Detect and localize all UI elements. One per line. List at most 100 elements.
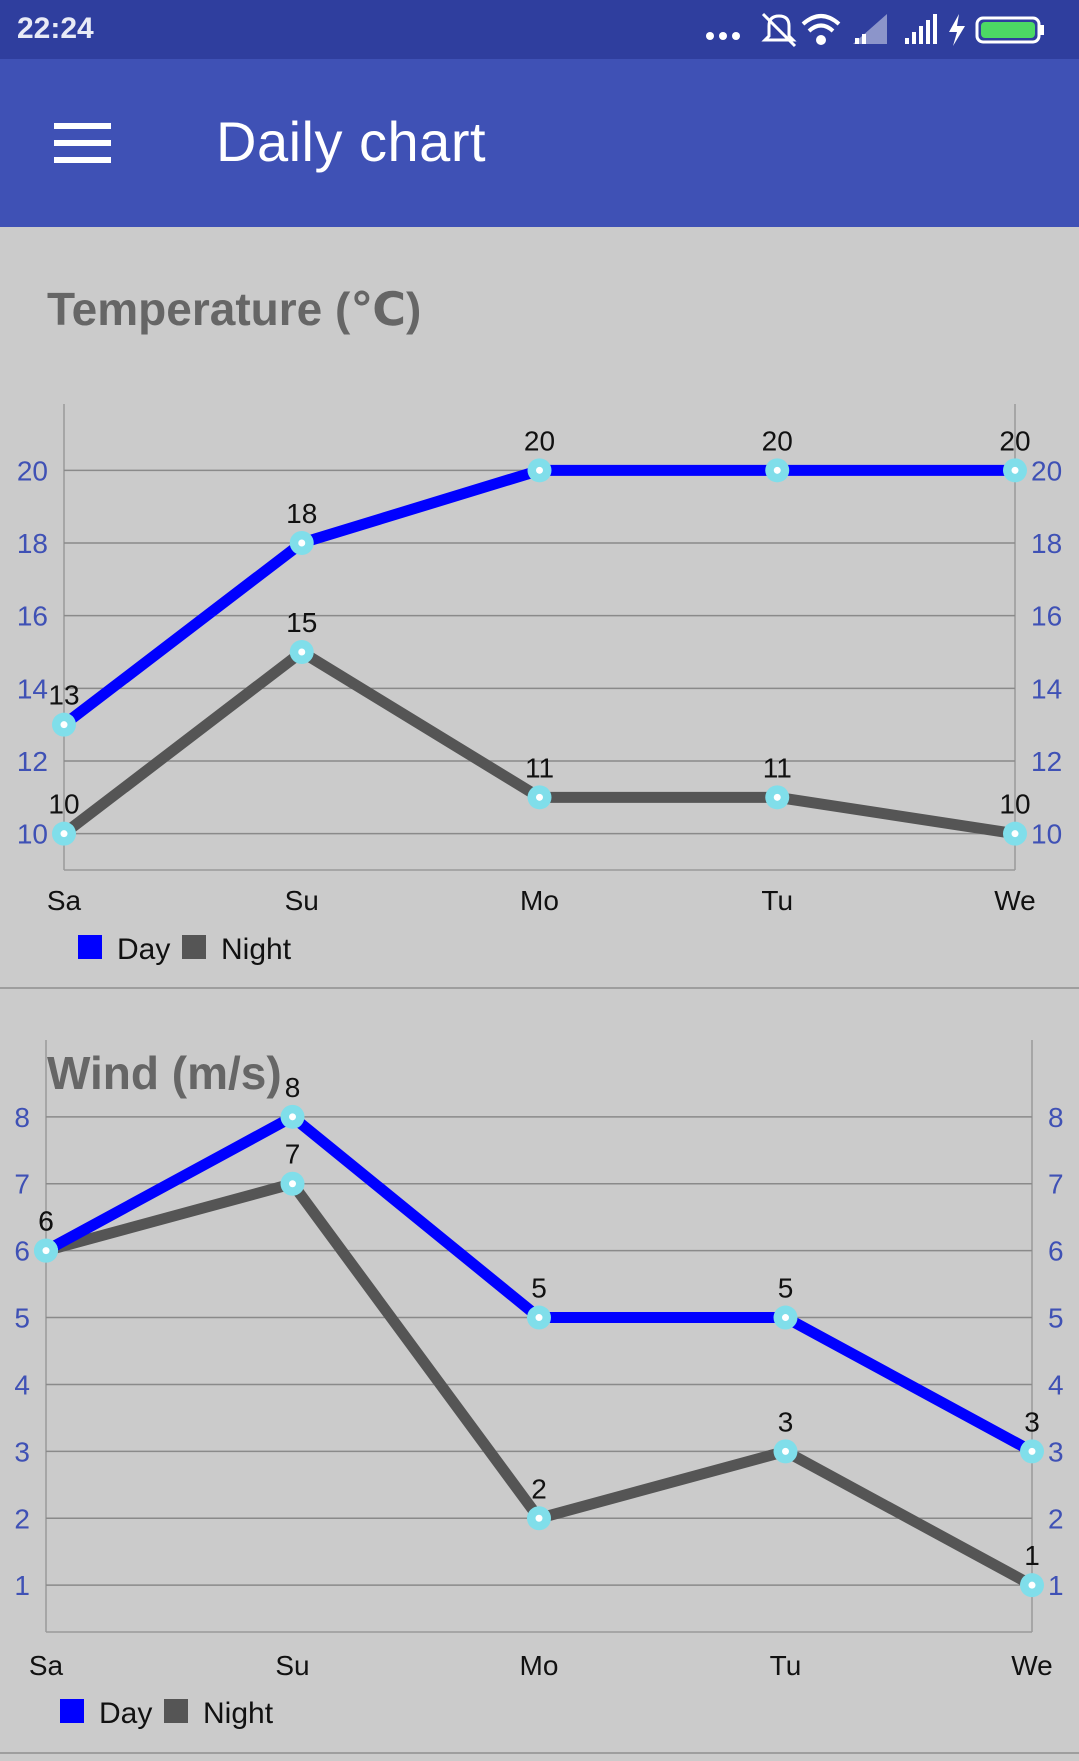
charging-icon — [949, 14, 965, 46]
data-point-center — [536, 466, 543, 474]
mute-icon — [761, 12, 797, 48]
y-tick-label-left: 12 — [17, 746, 48, 777]
data-label-night: 7 — [285, 1139, 301, 1170]
data-label-day: 6 — [38, 1206, 54, 1237]
y-tick-label-right: 6 — [1048, 1236, 1064, 1267]
data-label-night: 11 — [763, 752, 792, 783]
x-tick-label: Tu — [761, 885, 793, 916]
legend-night-swatch — [164, 1699, 188, 1723]
hamburger-menu-icon[interactable] — [40, 103, 126, 183]
temperature-title: Temperature (℃) — [47, 283, 422, 335]
data-point-center — [60, 721, 68, 729]
data-label-night: 10 — [48, 789, 79, 820]
data-label-night: 6 — [38, 1206, 54, 1237]
data-label-night: 10 — [999, 789, 1030, 820]
data-point-center — [1028, 1581, 1036, 1589]
y-tick-label-left: 8 — [14, 1102, 30, 1133]
series-line-day — [58, 464, 1021, 731]
y-tick-label-left: 7 — [14, 1169, 30, 1200]
app-title: Daily chart — [216, 110, 487, 173]
legend-day-swatch — [60, 1699, 84, 1723]
y-tick-label-left: 16 — [17, 601, 48, 632]
wifi-icon — [801, 14, 841, 45]
data-label-night: 2 — [531, 1473, 547, 1504]
data-label-day: 18 — [286, 498, 317, 529]
data-label-night: 15 — [286, 607, 317, 638]
data-point-center — [1011, 830, 1019, 838]
data-point-center — [1028, 1447, 1036, 1455]
data-point-center — [298, 648, 306, 656]
x-tick-label: Mo — [520, 885, 559, 916]
y-tick-label-left: 1 — [14, 1570, 30, 1601]
y-tick-label-left: 2 — [14, 1503, 30, 1534]
y-tick-label-left: 3 — [14, 1436, 30, 1467]
data-label-day: 8 — [285, 1072, 301, 1103]
y-tick-label-right: 14 — [1031, 673, 1062, 704]
y-tick-label-right: 10 — [1031, 819, 1062, 850]
section-divider — [0, 987, 1079, 989]
x-tick-label: Su — [275, 1650, 309, 1681]
y-tick-label-right: 18 — [1031, 528, 1062, 559]
data-label-day: 5 — [531, 1273, 547, 1304]
legend-day-swatch — [78, 935, 102, 959]
data-point-center — [298, 539, 306, 547]
data-point-center — [535, 1514, 543, 1522]
app-bar: Daily chart — [0, 59, 1079, 227]
y-tick-label-left: 4 — [14, 1369, 30, 1400]
data-label-day: 3 — [1024, 1406, 1040, 1437]
y-tick-label-right: 2 — [1048, 1503, 1064, 1534]
y-tick-label-left: 6 — [14, 1236, 30, 1267]
y-tick-label-right: 4 — [1048, 1369, 1064, 1400]
x-tick-label: Sa — [47, 885, 82, 916]
y-tick-label-left: 10 — [17, 819, 48, 850]
status-bar: 22:24 — [0, 0, 1079, 59]
y-tick-label-right: 7 — [1048, 1169, 1064, 1200]
data-label-night: 3 — [778, 1406, 794, 1437]
data-point-center — [773, 793, 781, 801]
y-tick-label-right: 5 — [1048, 1303, 1064, 1334]
x-tick-label: Su — [285, 885, 319, 916]
legend-night-swatch — [182, 935, 206, 959]
status-icons — [695, 10, 1065, 50]
data-point-center — [1011, 466, 1019, 474]
x-tick-label: Mo — [520, 1650, 559, 1681]
legend-night-label: Night — [203, 1697, 274, 1730]
data-point-center — [289, 1180, 296, 1188]
status-time: 22:24 — [17, 12, 94, 45]
data-label-day: 20 — [524, 425, 555, 456]
data-point-center — [782, 1314, 789, 1322]
temperature-section: Temperature (℃) 10 10 12 12 14 14 16 16 18 18 20 20… — [0, 227, 1079, 989]
data-label-day: 20 — [999, 425, 1030, 456]
y-tick-label-right: 3 — [1048, 1436, 1064, 1467]
wind-title: Wind (m/s) — [47, 1047, 282, 1099]
data-label-day: 5 — [778, 1273, 794, 1304]
legend-night-label: Night — [221, 933, 292, 966]
x-tick-label: Sa — [29, 1650, 64, 1681]
y-tick-label-right: 20 — [1031, 455, 1062, 486]
data-label-day: 20 — [762, 425, 793, 456]
y-tick-label-left: 20 — [17, 455, 48, 486]
wind-section: Wind (m/s) 1 1 2 2 3 3 4 4 5 5 6 6 7 7 8 8 Sa Su Mo Tu We 6 7 2… — [0, 989, 1079, 1761]
legend-day-label: Day — [117, 933, 170, 966]
data-point-center — [60, 830, 68, 838]
y-tick-label-left: 14 — [17, 673, 48, 704]
data-label-day: 13 — [48, 680, 79, 711]
x-tick-label: Tu — [770, 1650, 802, 1681]
y-tick-label-right: 8 — [1048, 1102, 1064, 1133]
y-tick-label-right: 12 — [1031, 746, 1062, 777]
y-tick-label-left: 5 — [14, 1303, 30, 1334]
x-tick-label: We — [1011, 1650, 1053, 1681]
data-point-center — [289, 1113, 296, 1121]
data-label-night: 11 — [525, 752, 554, 783]
data-point-center — [536, 793, 543, 801]
data-point-center — [42, 1247, 50, 1255]
y-tick-label-right: 16 — [1031, 601, 1062, 632]
x-tick-label: We — [994, 885, 1036, 916]
signal-icon — [905, 14, 937, 44]
data-point-center — [782, 1447, 789, 1455]
battery-icon — [975, 16, 1044, 44]
section-divider-bottom — [0, 1752, 1079, 1754]
legend-day-label: Day — [99, 1697, 152, 1730]
